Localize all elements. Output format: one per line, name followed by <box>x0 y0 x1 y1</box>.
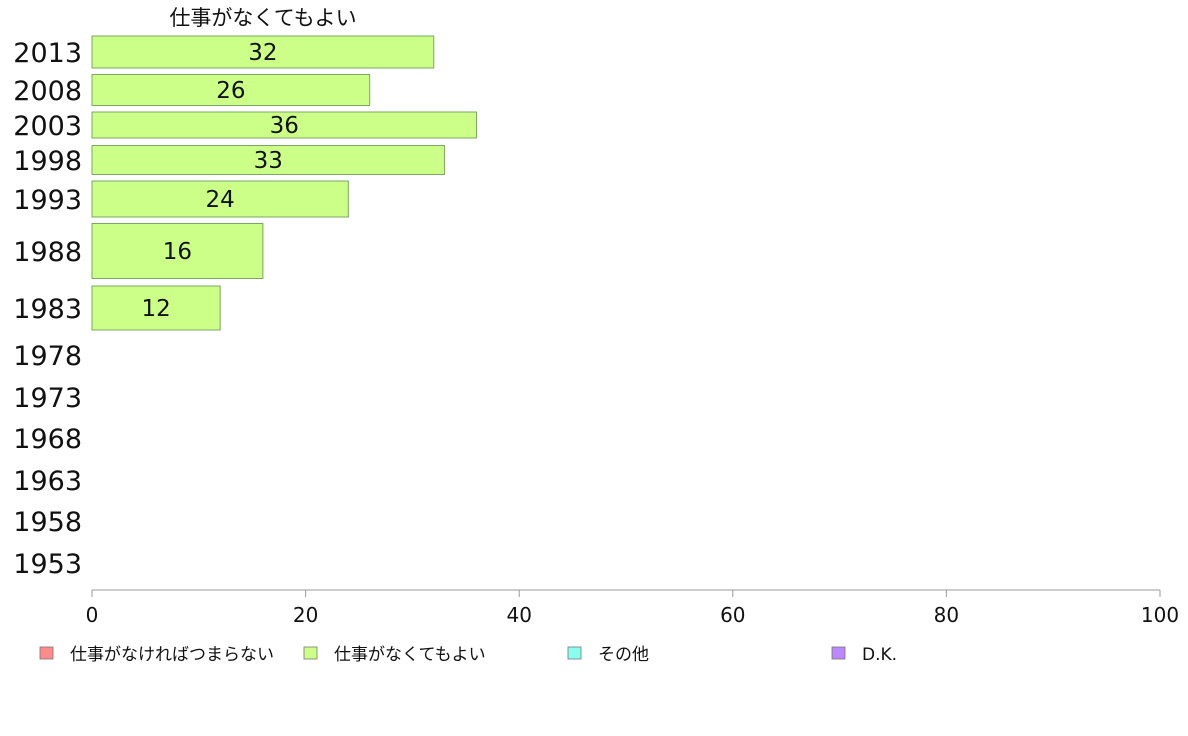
y-tick-label-1998: 1998 <box>13 146 82 177</box>
bar-value-label-1988: 16 <box>163 239 192 265</box>
bar-1983 <box>91 285 221 331</box>
y-tick-label-1988: 1988 <box>13 237 82 268</box>
x-axis: 0 20 40 60 80 100 <box>86 589 1179 627</box>
legend-swatch-0 <box>39 646 54 660</box>
y-tick-label-1953: 1953 <box>13 549 82 580</box>
y-tick-label-1968: 1968 <box>13 424 82 455</box>
y-tick-label-2008: 2008 <box>13 76 82 107</box>
legend-swatch-3 <box>831 646 846 660</box>
legend-swatch-2 <box>567 646 582 660</box>
x-tick-label-60: 60 <box>720 603 745 627</box>
chart-title: 仕事がなくてもよい <box>169 6 356 30</box>
y-tick-label-1983: 1983 <box>13 294 82 325</box>
legend: 仕事がなければつまらない 仕事がなくてもよい その他 D.K. <box>39 645 897 665</box>
x-tick-label-80: 80 <box>934 603 959 627</box>
x-tick-label-20: 20 <box>293 603 318 627</box>
bar-value-label-1993: 24 <box>206 187 235 213</box>
x-tick-label-100: 100 <box>1141 603 1179 627</box>
y-tick-label-1963: 1963 <box>13 466 82 497</box>
bar-value-label-2008: 26 <box>216 78 245 104</box>
x-tick-label-40: 40 <box>506 603 531 627</box>
y-tick-label-2013: 2013 <box>13 38 82 69</box>
bar-value-label-1998: 33 <box>254 148 283 174</box>
y-tick-label-1973: 1973 <box>13 383 82 414</box>
bar-1998 <box>91 145 445 175</box>
bar-value-label-2013: 32 <box>248 40 277 66</box>
legend-label-3: D.K. <box>862 645 897 665</box>
legend-swatch-1 <box>303 646 318 660</box>
bar-2008 <box>91 74 371 106</box>
y-tick-label-1958: 1958 <box>13 507 82 538</box>
legend-label-1: 仕事がなくてもよい <box>334 645 486 665</box>
y-tick-label-1978: 1978 <box>13 341 82 372</box>
bar-value-label-2003: 36 <box>270 113 299 139</box>
bar-2003 <box>91 111 477 139</box>
y-tick-label-1993: 1993 <box>13 185 82 216</box>
x-tick-label-0: 0 <box>86 603 99 627</box>
legend-label-2: その他 <box>598 645 649 665</box>
legend-label-0: 仕事がなければつまらない <box>70 645 274 665</box>
bar-value-label-1983: 12 <box>141 296 170 322</box>
bar-2013 <box>91 35 435 69</box>
y-tick-labels: 2013 2008 2003 1998 1993 1988 1983 1978 1973 1968… <box>13 38 82 580</box>
bar-1988 <box>91 223 264 279</box>
bar-1993 <box>91 180 349 218</box>
y-tick-label-2003: 2003 <box>13 111 82 142</box>
